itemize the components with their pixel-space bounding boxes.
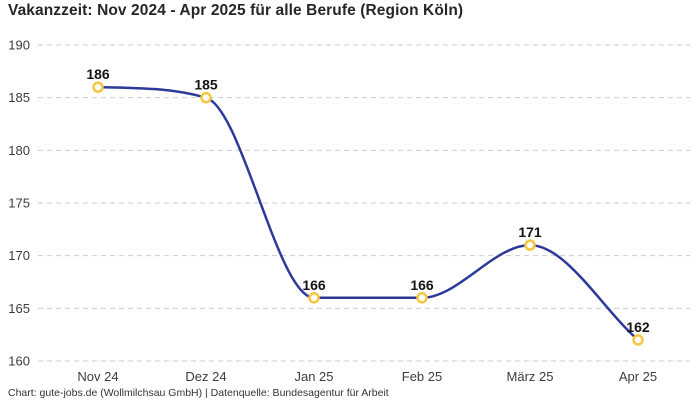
x-tick-label: Dez 24 (185, 369, 226, 384)
data-point-marker (92, 81, 104, 93)
y-tick-label: 165 (8, 301, 30, 316)
chart-title: Vakanzzeit: Nov 2024 - Apr 2025 für alle… (8, 2, 464, 19)
data-point-label: 166 (410, 277, 434, 293)
y-tick-label: 190 (8, 38, 30, 53)
data-point-label: 171 (518, 224, 542, 240)
x-tick-label: März 25 (507, 369, 554, 384)
y-tick-label: 170 (8, 248, 30, 263)
data-point-marker (632, 334, 644, 346)
data-point-label: 162 (626, 319, 650, 335)
x-tick-label: Jan 25 (294, 369, 333, 384)
data-point-marker (416, 292, 428, 304)
x-tick-label: Apr 25 (619, 369, 657, 384)
data-point-label: 185 (194, 77, 218, 93)
data-point-marker (200, 91, 212, 104)
y-tick-label: 160 (8, 354, 30, 369)
y-tick-label: 175 (8, 196, 30, 211)
y-tick-label: 185 (8, 90, 30, 105)
data-point-label: 166 (302, 277, 326, 293)
data-point-label: 186 (86, 66, 110, 82)
data-point-marker (308, 292, 320, 304)
data-point-marker (524, 239, 536, 251)
line-series (96, 85, 640, 342)
x-tick-label: Nov 24 (77, 369, 118, 384)
y-tick-label: 180 (8, 143, 30, 158)
chart-footer: Chart: gute-jobs.de (Wollmilchsau GmbH) … (8, 387, 389, 399)
x-tick-label: Feb 25 (402, 369, 442, 384)
